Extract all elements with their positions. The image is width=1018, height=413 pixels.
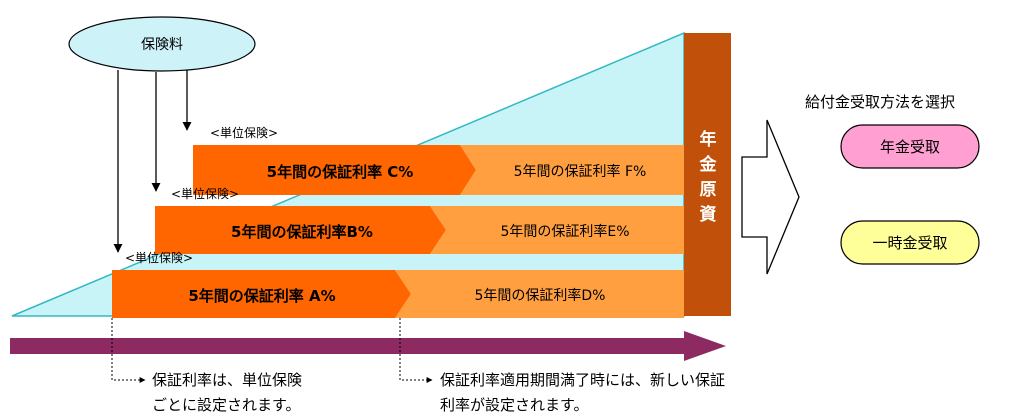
note-2-line-2: 利率が設定されます。 (440, 396, 589, 413)
rate-b-label: 5年間の保証利率B% (231, 223, 373, 241)
note-1-line-1: 保証利率は、単位保険 (152, 371, 302, 389)
rate-a-label: 5年間の保証利率 A% (188, 287, 335, 305)
pillar-char-3: 原 (700, 180, 717, 200)
to-selection-arrow (741, 119, 800, 275)
rate-d-label: 5年間の保証利率D% (475, 287, 606, 304)
note-2-line-1: 保証利率適用期間満了時には、新しい保証 (440, 371, 725, 389)
selection-title: 給付金受取方法を選択 (805, 93, 955, 111)
timeline-arrow (10, 331, 726, 361)
callout-line-1 (111, 318, 146, 383)
annuity-option-label: 年金受取 (880, 138, 940, 156)
rate-c-label: 5年間の保証利率 C% (267, 163, 414, 181)
note-1-line-2: ごとに設定されます。 (152, 396, 301, 413)
rate-e-label: 5年間の保証利率E% (500, 223, 629, 240)
lump-sum-option-label: 一時金受取 (872, 234, 947, 252)
band-bottom-second (395, 270, 684, 318)
unit-label-top: <単位保険> (210, 125, 278, 140)
annuity-option (840, 124, 980, 169)
pillar-char-4: 資 (700, 205, 717, 225)
annuity-fund-pillar (684, 33, 731, 316)
band-middle-first (155, 206, 446, 254)
premium-label: 保険料 (141, 37, 183, 53)
pillar-label: 年 金 原 資 (699, 129, 718, 225)
lump-sum-option (840, 220, 980, 265)
band-top-first (193, 145, 476, 195)
band-middle-second (430, 206, 684, 254)
pillar-char-2: 金 (699, 154, 718, 175)
band-bottom-first (112, 270, 411, 318)
rate-f-label: 5年間の保証利率 F% (514, 163, 647, 180)
callout-line-2 (399, 318, 433, 383)
pillar-char-1: 年 (700, 129, 717, 150)
band-top-second (460, 145, 684, 195)
premium-ellipse (68, 16, 256, 72)
unit-label-middle: <単位保険> (171, 186, 239, 201)
unit-label-bottom: <単位保険> (125, 250, 193, 265)
